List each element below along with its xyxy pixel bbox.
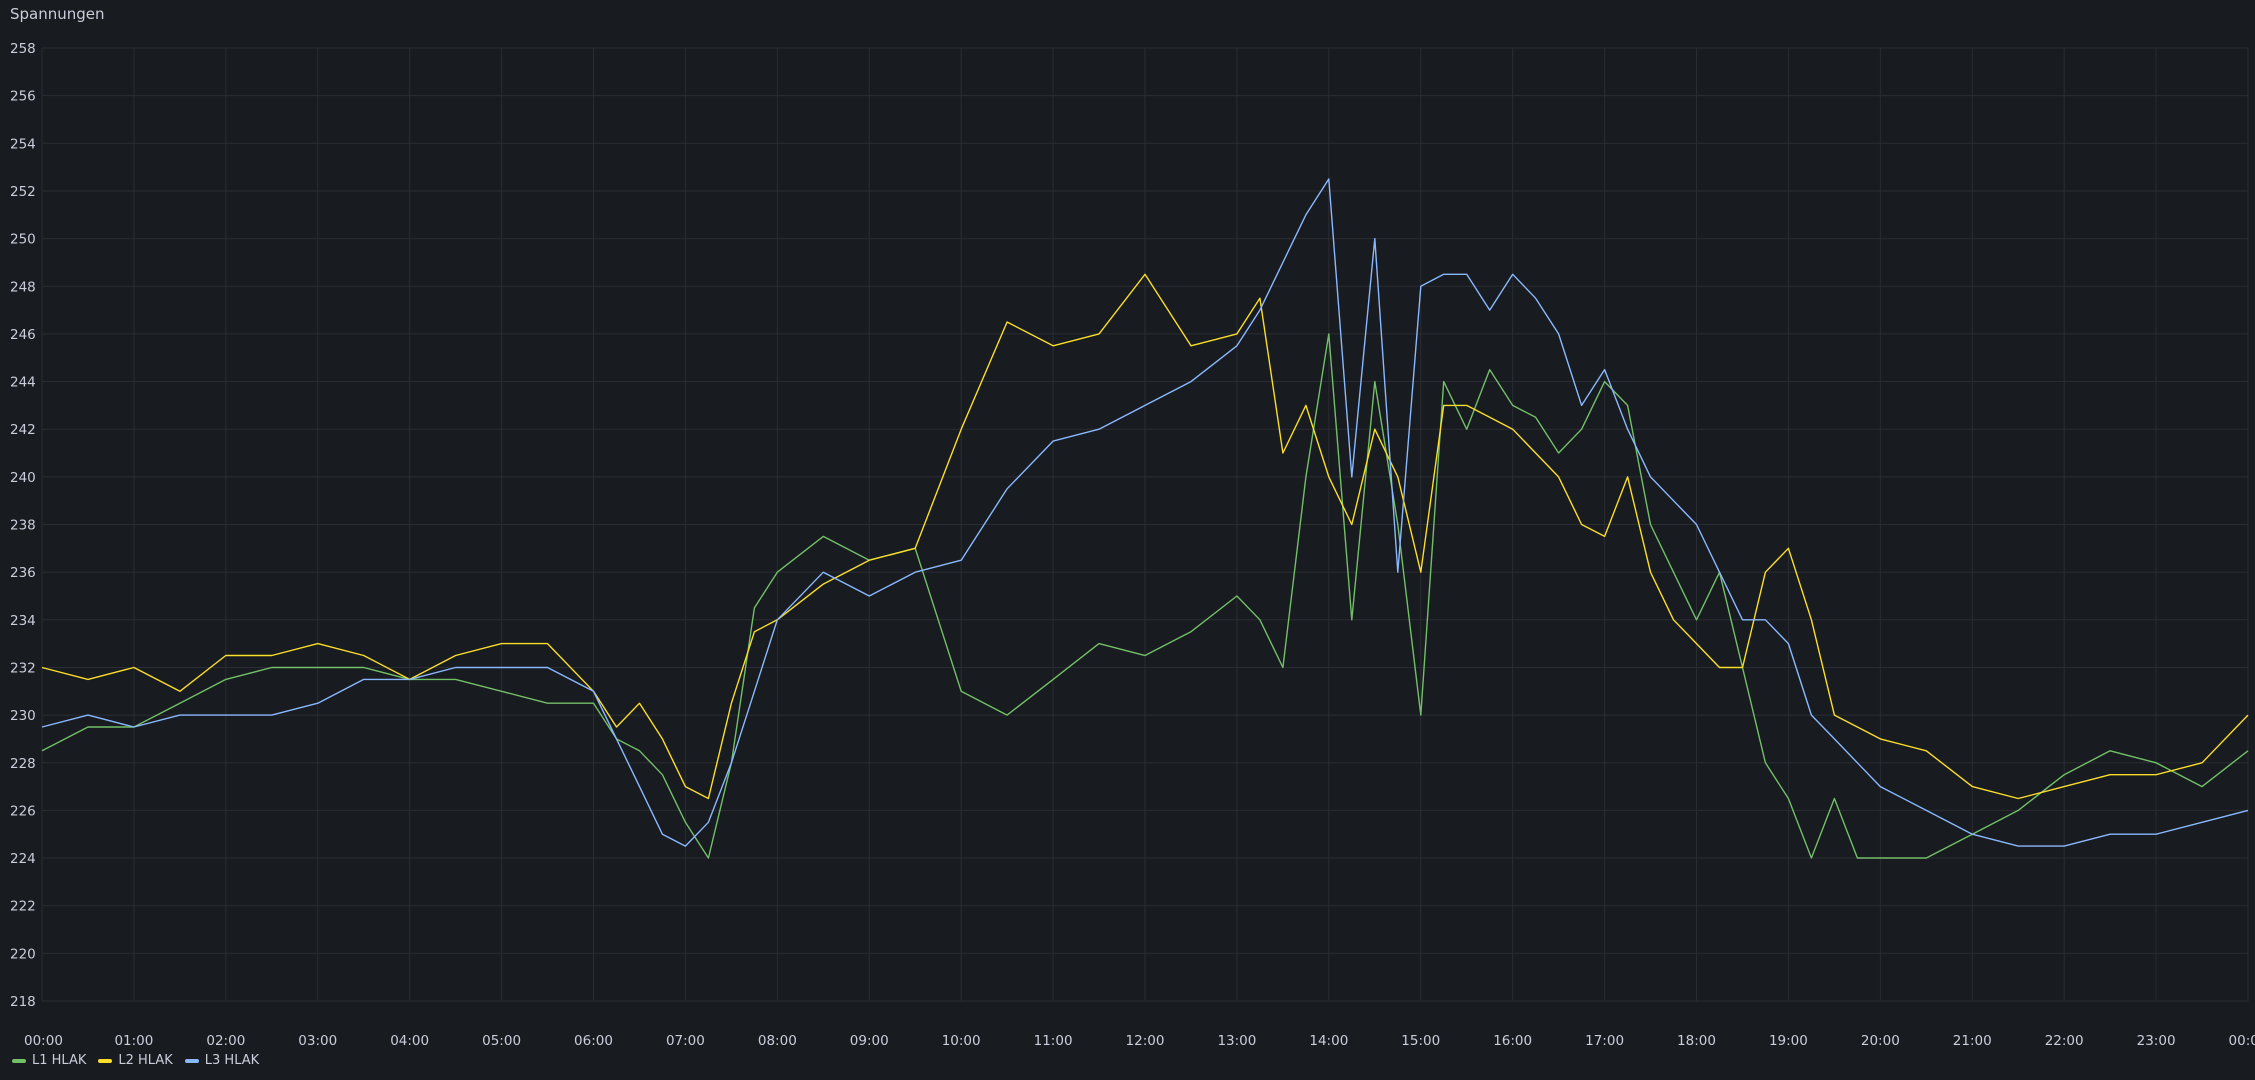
x-tick-label: 07:00 (666, 1033, 705, 1049)
series-line-l3-hlak (41, 178, 2249, 847)
x-tick-label: 20:00 (1861, 1033, 1900, 1049)
y-tick-label: 238 (10, 518, 36, 534)
x-tick-label: 19:00 (1769, 1033, 1808, 1049)
x-tick-label: 00:00 (2229, 1033, 2255, 1049)
x-tick-label: 08:00 (758, 1033, 797, 1049)
legend-swatch-icon (184, 1058, 199, 1063)
x-tick-label: 09:00 (850, 1033, 889, 1049)
x-tick-label: 15:00 (1401, 1033, 1440, 1049)
y-tick-label: 228 (10, 756, 36, 772)
x-tick-label: 22:00 (2045, 1033, 2084, 1049)
y-tick-label: 222 (10, 899, 36, 915)
x-tick-label: 16:00 (1493, 1033, 1532, 1049)
x-tick-label: 12:00 (1126, 1033, 1165, 1049)
series-line-l2-hlak (41, 273, 2249, 800)
x-tick-label: 06:00 (574, 1033, 613, 1049)
x-tick-label: 11:00 (1034, 1033, 1073, 1049)
legend-swatch-icon (98, 1058, 113, 1063)
y-tick-label: 224 (10, 851, 36, 867)
y-tick-label: 246 (10, 327, 36, 343)
x-tick-label: 18:00 (1677, 1033, 1716, 1049)
x-tick-label: 17:00 (1585, 1033, 1624, 1049)
y-tick-label: 242 (10, 422, 36, 438)
x-tick-label: 01:00 (114, 1033, 153, 1049)
x-tick-label: 21:00 (1953, 1033, 1992, 1049)
y-tick-label: 220 (10, 946, 36, 962)
x-tick-label: 23:00 (2137, 1033, 2176, 1049)
panel-title: Spannungen (10, 5, 105, 23)
y-tick-label: 230 (10, 708, 36, 724)
x-tick-label: 14:00 (1309, 1033, 1348, 1049)
y-tick-label: 250 (10, 232, 36, 248)
legend-item-l2-hlak[interactable]: L2 HLAK (98, 1053, 173, 1068)
legend-label: L2 HLAK (118, 1053, 173, 1068)
y-tick-label: 254 (10, 136, 36, 152)
x-tick-label: 00:00 (24, 1033, 63, 1049)
y-tick-label: 226 (10, 803, 36, 819)
y-tick-label: 236 (10, 565, 36, 581)
y-tick-label: 258 (10, 41, 36, 57)
legend-label: L3 HLAK (204, 1053, 260, 1068)
y-tick-label: 234 (10, 613, 36, 629)
series-line-l1-hlak (41, 333, 2249, 859)
y-tick-label: 232 (10, 660, 36, 676)
y-tick-label: 218 (10, 994, 36, 1010)
x-tick-label: 10:00 (942, 1033, 981, 1049)
y-tick-label: 240 (10, 470, 36, 486)
y-tick-label: 248 (10, 279, 36, 295)
y-tick-label: 252 (10, 184, 36, 200)
y-tick-label: 244 (10, 375, 36, 391)
legend-item-l1-hlak[interactable]: L1 HLAK (12, 1053, 86, 1068)
legend-swatch-icon (12, 1058, 26, 1063)
x-tick-label: 03:00 (298, 1033, 337, 1049)
x-tick-label: 02:00 (206, 1033, 245, 1049)
chart-legend: L1 HLAK L2 HLAK L3 HLAK (12, 1053, 259, 1068)
x-tick-label: 13:00 (1217, 1033, 1256, 1049)
legend-item-l3-hlak[interactable]: L3 HLAK (184, 1053, 260, 1068)
x-tick-label: 04:00 (390, 1033, 429, 1049)
x-tick-label: 05:00 (482, 1033, 521, 1049)
legend-label: L1 HLAK (32, 1053, 87, 1068)
y-tick-label: 256 (10, 89, 36, 105)
